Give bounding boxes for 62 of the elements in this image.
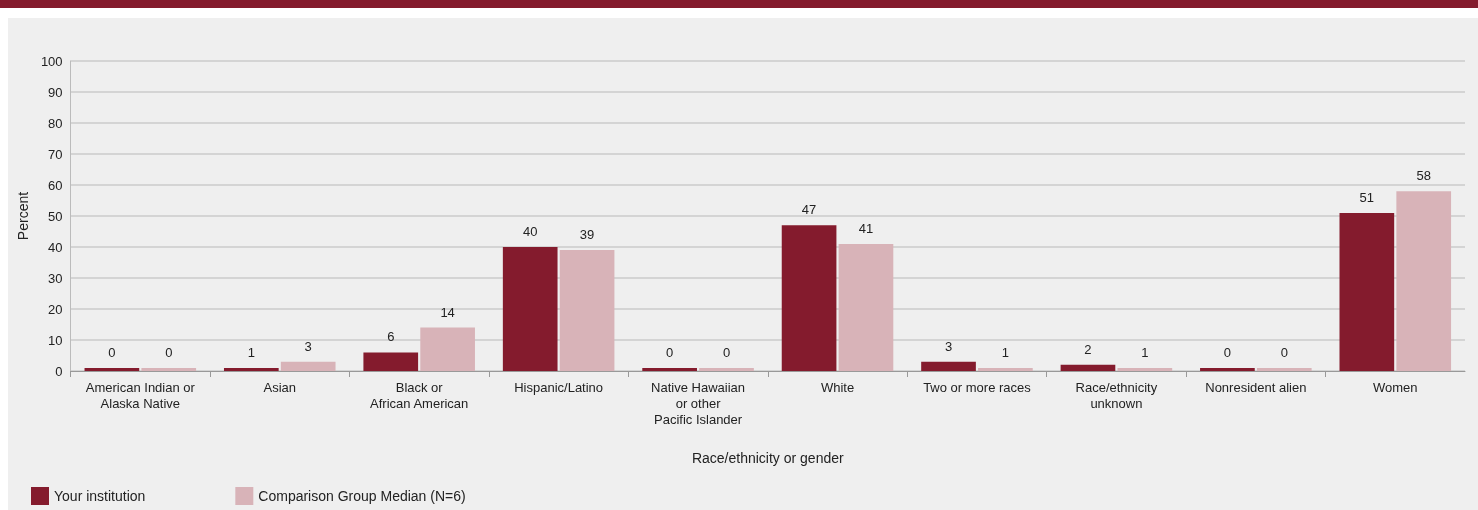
bar [921, 361, 976, 371]
bar [559, 250, 615, 371]
data-label: 2 [1084, 341, 1092, 357]
data-label: 51 [1359, 189, 1375, 205]
legend-label: Your institution [54, 488, 146, 504]
x-axis-title: Race/ethnicity or gender [691, 450, 844, 466]
data-label: 14 [440, 304, 455, 320]
data-label: 0 [666, 345, 674, 360]
data-label: 1 [247, 344, 255, 360]
y-tick-label: 60 [48, 177, 63, 193]
data-label: 0 [1280, 345, 1288, 360]
bar [642, 368, 697, 371]
data-label: 39 [579, 227, 595, 243]
x-tick-label: Hispanic/Latino [514, 379, 604, 395]
bar [223, 367, 279, 371]
data-label: 40 [522, 224, 538, 239]
x-tick-label: White [820, 379, 855, 395]
bar [781, 225, 837, 371]
bar [978, 367, 1033, 371]
x-tick-label: Two or more races [923, 379, 1032, 395]
bar [1396, 191, 1452, 371]
x-tick-label: American Indian or Alaska Native [85, 379, 196, 411]
y-axis-title: Percent [15, 191, 31, 241]
x-tick-label: Race/ethnicity unknown [1075, 379, 1158, 411]
data-label: 0 [165, 345, 173, 360]
bar [420, 327, 475, 371]
data-label: 0 [722, 345, 731, 360]
bar [1117, 367, 1173, 371]
bar [363, 352, 419, 371]
data-label: 3 [944, 338, 953, 354]
bar [280, 361, 336, 371]
data-label: 58 [1416, 168, 1431, 184]
x-tick-label: Asian [263, 379, 297, 395]
legend-label: Comparison Group Median (N=6) [258, 488, 466, 504]
data-label: 41 [858, 220, 874, 236]
y-tick-label: 10 [48, 332, 63, 348]
y-tick-label: 30 [48, 270, 63, 286]
y-tick-label: 0 [55, 363, 63, 379]
x-tick-label: Nonresident alien [1205, 379, 1307, 395]
bar [1200, 368, 1255, 371]
x-tick-label: Black or African American [370, 379, 469, 411]
data-label: 1 [1141, 344, 1149, 360]
bar [1339, 212, 1395, 371]
x-tick-label: Native Hawaiian or other Pacific Islander [651, 379, 746, 427]
y-tick-label: 40 [48, 239, 63, 255]
bar [1060, 364, 1116, 371]
data-label: 0 [108, 345, 116, 360]
y-tick-label: 20 [48, 301, 63, 317]
data-label: 0 [1223, 345, 1232, 360]
data-label: 3 [304, 338, 312, 354]
data-label: 47 [801, 202, 817, 218]
y-tick-label: 50 [48, 208, 63, 224]
y-tick-label: 90 [48, 84, 63, 100]
y-tick-label: 70 [48, 146, 63, 162]
data-label: 6 [387, 329, 395, 345]
bar [84, 368, 140, 371]
y-tick-label: 100 [40, 53, 63, 69]
bar [502, 247, 558, 371]
data-label: 1 [1001, 344, 1010, 360]
y-tick-label: 80 [48, 115, 63, 131]
x-tick-label: Women [1373, 379, 1418, 395]
bar [838, 243, 894, 371]
